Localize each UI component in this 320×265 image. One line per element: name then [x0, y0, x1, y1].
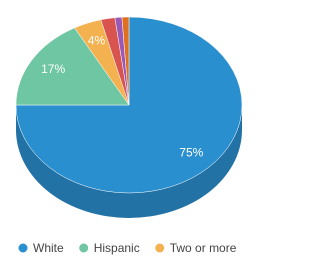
legend-marker: [155, 243, 165, 253]
slice-side: [16, 105, 242, 218]
data-label: 4%: [88, 33, 106, 47]
pie-slice: [121, 16, 130, 106]
chart: 75% 17% 4% White Hispanic Two or more: [15, 16, 243, 255]
pie-slice: [15, 16, 243, 194]
legend-marker: [79, 243, 89, 253]
data-label: 17%: [41, 62, 65, 76]
legend-label: White: [33, 241, 64, 255]
legend-marker: [18, 243, 28, 253]
legend-label: Hispanic: [94, 241, 140, 255]
legend-label: Two or more: [170, 241, 237, 255]
pie-slice: [15, 27, 130, 106]
data-label: 75%: [179, 146, 203, 160]
